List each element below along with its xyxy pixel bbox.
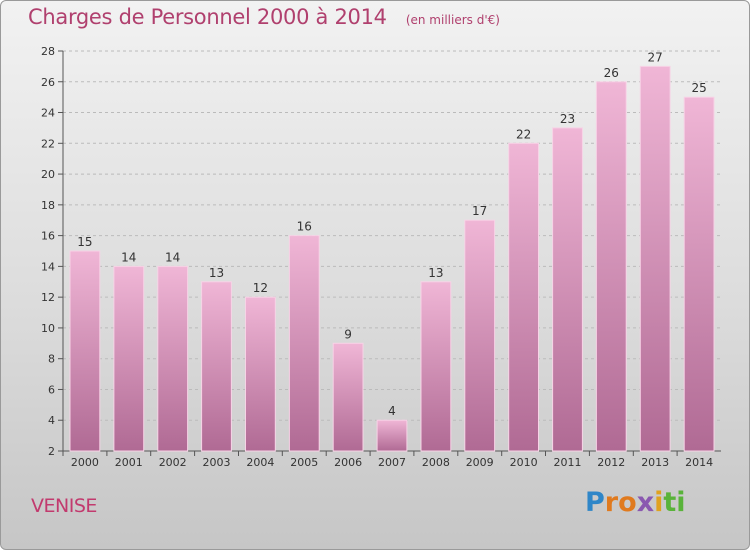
x-tick-label: 2006 [334, 456, 362, 469]
x-tick-label: 2009 [466, 456, 494, 469]
logo-letter: o [618, 487, 637, 518]
y-tick-label: 14 [41, 260, 55, 273]
bar [332, 342, 364, 452]
x-tick-label: 2001 [115, 456, 143, 469]
chart-title: Charges de Personnel 2000 à 2014 [28, 5, 387, 29]
y-tick-label: 28 [41, 45, 55, 58]
y-tick-label: 10 [41, 322, 55, 335]
bar [113, 265, 145, 452]
data-label: 27 [648, 50, 663, 64]
data-label: 13 [428, 266, 443, 280]
bar [552, 127, 583, 452]
y-tick-label: 24 [41, 107, 55, 120]
bar [157, 265, 189, 452]
y-tick-label: 2 [48, 445, 55, 458]
y-tick-label: 20 [41, 168, 55, 181]
city-name: VENISE [31, 495, 97, 517]
data-label: 14 [121, 250, 136, 264]
logo-letter: i [654, 487, 664, 518]
x-tick-label: 2008 [422, 456, 450, 469]
data-label: 26 [604, 66, 619, 80]
y-tick-label: 6 [48, 383, 55, 396]
data-label: 16 [297, 220, 312, 234]
label-layer: 15 14 14 13 12 16 9 4 13 17 22 23 26 27 25 [77, 50, 706, 418]
x-tick-label: 2014 [685, 456, 713, 469]
logo-letter: t [663, 487, 677, 518]
y-tick-label: 12 [41, 291, 55, 304]
bar [464, 219, 496, 452]
data-label: 14 [165, 250, 180, 264]
bar [69, 250, 101, 452]
y-tick-label: 22 [41, 137, 55, 150]
bar [245, 296, 276, 452]
x-tick-label: 2003 [203, 456, 231, 469]
x-tick-label: 2007 [378, 456, 406, 469]
logo-letter: r [604, 487, 619, 518]
data-label: 13 [209, 266, 224, 280]
bar [376, 419, 408, 452]
y-tick-label: 18 [41, 199, 55, 212]
logo-letter: x [636, 487, 655, 518]
x-tick-label: 2005 [290, 456, 318, 469]
x-tick-label: 2012 [597, 456, 625, 469]
data-label: 15 [77, 235, 92, 249]
x-tick-label: 2013 [641, 456, 669, 469]
x-tick-label: 2000 [71, 456, 99, 469]
bar [639, 65, 671, 452]
bar [508, 142, 540, 452]
data-label: 12 [253, 281, 268, 295]
bar [288, 235, 320, 452]
data-label: 9 [344, 327, 352, 341]
proxiti-logo: Proxiti [585, 487, 686, 518]
bar [420, 281, 452, 452]
logo-letter: i [676, 487, 686, 518]
data-label: 17 [472, 204, 487, 218]
y-tick-label: 8 [48, 353, 55, 366]
y-tick-label: 4 [48, 414, 55, 427]
bar [201, 281, 232, 452]
data-label: 25 [691, 81, 706, 95]
x-tick-label: 2002 [159, 456, 187, 469]
data-label: 23 [560, 112, 575, 126]
bar-layer [69, 65, 715, 452]
data-label: 4 [388, 404, 396, 418]
data-label: 22 [516, 127, 531, 141]
y-tick-label: 26 [41, 76, 55, 89]
y-tick-label: 16 [41, 230, 55, 243]
bar [595, 81, 627, 452]
x-tick-label: 2011 [554, 456, 582, 469]
chart-unit: (en milliers d'€) [405, 13, 500, 27]
logo-letter: P [585, 487, 605, 518]
x-tick-label: 2010 [510, 456, 538, 469]
title-row: Charges de Personnel 2000 à 2014 (en mil… [28, 5, 500, 29]
bar [683, 96, 715, 452]
x-tick-label: 2004 [246, 456, 274, 469]
